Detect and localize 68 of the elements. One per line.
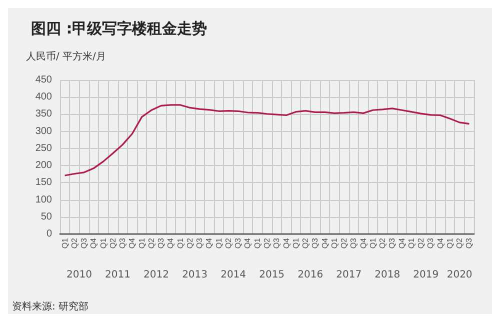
x-tick-label: Q1 <box>176 237 185 249</box>
x-tick-label: Q1 <box>98 237 108 249</box>
x-tick-label: Q3 <box>118 237 128 249</box>
text: 2011 <box>105 270 130 280</box>
x-tick-label: Q3 <box>272 237 282 249</box>
x-tick-label: Q1 <box>368 237 378 249</box>
x-tick-label: Q3 <box>156 237 166 249</box>
x-tick-label: Q3 <box>80 237 89 249</box>
y-tick-label: 200 <box>35 160 52 172</box>
x-tick-label: Q4 <box>397 237 406 249</box>
text: 2012 <box>144 270 170 280</box>
y-tick-label: 0 <box>46 228 52 240</box>
x-tick-label: Q1 <box>291 237 300 249</box>
y-tick-label: 250 <box>35 142 52 154</box>
x-tick-label: Q4 <box>243 237 252 249</box>
x-tick-label: Q2 <box>262 237 272 249</box>
y-tick-label: 300 <box>35 126 52 137</box>
text: 2018 <box>374 270 400 280</box>
x-tick-label: Q4 <box>320 237 330 249</box>
x-tick-label: Q1 <box>60 237 70 249</box>
y-tick-label: 400 <box>35 92 52 103</box>
x-tick-label: Q2 <box>340 237 349 249</box>
line-series <box>64 104 470 176</box>
y-tick-label: 450 <box>35 74 52 86</box>
text: 资料来源: 研究部 <box>12 300 89 312</box>
x-tick-label: Q3 <box>310 237 320 249</box>
chart-title: 图四 :甲级写字楼租金走势 <box>31 20 208 38</box>
x-tick-label: Q1 <box>137 237 146 249</box>
text: 2016 <box>298 270 324 280</box>
text: 2015 <box>259 270 285 280</box>
y-tick-label: 100 <box>35 194 52 206</box>
y-axis-title: 人民币/ 平方米/月 <box>26 50 106 62</box>
text: 2020 <box>446 270 472 280</box>
x-tick-label: Q4 <box>204 237 214 249</box>
x-tick-label: Q1 <box>330 237 339 249</box>
x-tick-label: Q4 <box>89 237 98 249</box>
x-tick-label: Q2 <box>70 237 79 249</box>
x-tick-label: Q3 <box>426 237 436 249</box>
text: 2010 <box>66 270 92 280</box>
x-tick-label: Q1 <box>406 237 416 249</box>
y-tick-label: 50 <box>40 211 52 222</box>
x-tick-label: Q4 <box>282 237 291 249</box>
x-tick-label: Q4 <box>166 237 176 249</box>
x-tick-label: Q3 <box>349 237 358 249</box>
x-tick-label: Q2 <box>224 237 233 249</box>
text: 2019 <box>413 270 439 280</box>
x-tick-label: Q2 <box>146 237 156 249</box>
x-tick-label: Q2 <box>416 237 426 249</box>
x-tick-label: Q4 <box>358 237 368 249</box>
x-tick-label: Q1 <box>445 237 454 249</box>
x-tick-label: Q4 <box>436 237 445 249</box>
x-tick-label: Q1 <box>214 237 224 249</box>
y-tick-label: 150 <box>35 177 52 188</box>
text: 2017 <box>336 270 362 280</box>
x-tick-label: Q3 <box>234 237 243 249</box>
text: 2014 <box>220 270 246 280</box>
x-tick-label: Q1 <box>252 237 262 249</box>
x-tick-label: Q2 <box>185 237 194 249</box>
x-tick-label: Q3 <box>388 237 397 249</box>
x-tick-label: Q3 <box>195 237 204 249</box>
x-tick-label: Q2 <box>301 237 310 249</box>
x-tick-label: Q3 <box>464 237 474 249</box>
text: 2013 <box>182 270 208 280</box>
x-tick-label: Q4 <box>128 237 137 249</box>
x-tick-label: Q2 <box>455 237 464 249</box>
y-tick-label: 350 <box>35 108 52 120</box>
x-tick-label: Q2 <box>108 237 118 249</box>
x-tick-label: Q2 <box>378 237 388 249</box>
